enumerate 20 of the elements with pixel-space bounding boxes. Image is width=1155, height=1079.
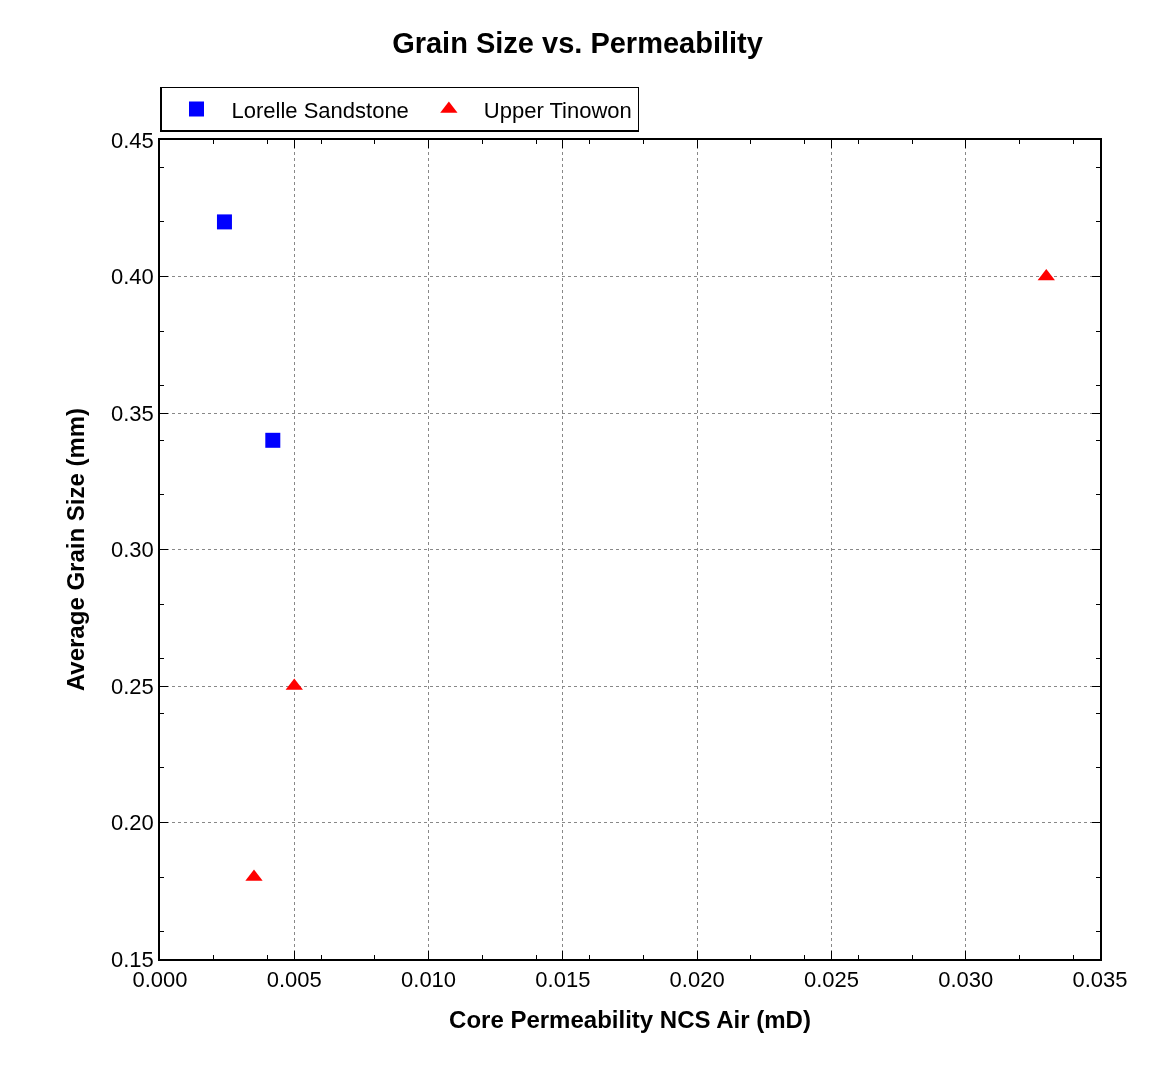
x-axis-title: Core Permeability NCS Air (mD)	[449, 1005, 811, 1033]
y-axis-title: Average Grain Size (mm)	[61, 407, 89, 692]
legend-label: Upper Tinowon	[483, 97, 632, 123]
point	[265, 432, 281, 448]
y-tick-label: 0.20	[111, 810, 154, 836]
x-tick-label: 0.005	[266, 967, 322, 993]
x-tick-label: 0.020	[669, 967, 725, 993]
x-tick-label: 0.025	[803, 967, 859, 993]
x-tick-label: 0.035	[1072, 967, 1128, 993]
y-tick-label: 0.30	[111, 537, 154, 563]
y-tick-label: 0.25	[111, 673, 154, 699]
y-tick-label: 0.40	[111, 264, 154, 290]
x-tick-label: 0.015	[535, 967, 591, 993]
legend-label: Lorelle Sandstone	[231, 97, 409, 123]
x-tick-label: 0.010	[401, 967, 457, 993]
x-tick-label: 0.030	[938, 967, 994, 993]
chart-title: Grain Size vs. Permeability	[392, 26, 763, 59]
point	[216, 214, 232, 230]
y-tick-label: 0.45	[111, 127, 154, 153]
y-tick-label: 0.35	[111, 400, 154, 426]
